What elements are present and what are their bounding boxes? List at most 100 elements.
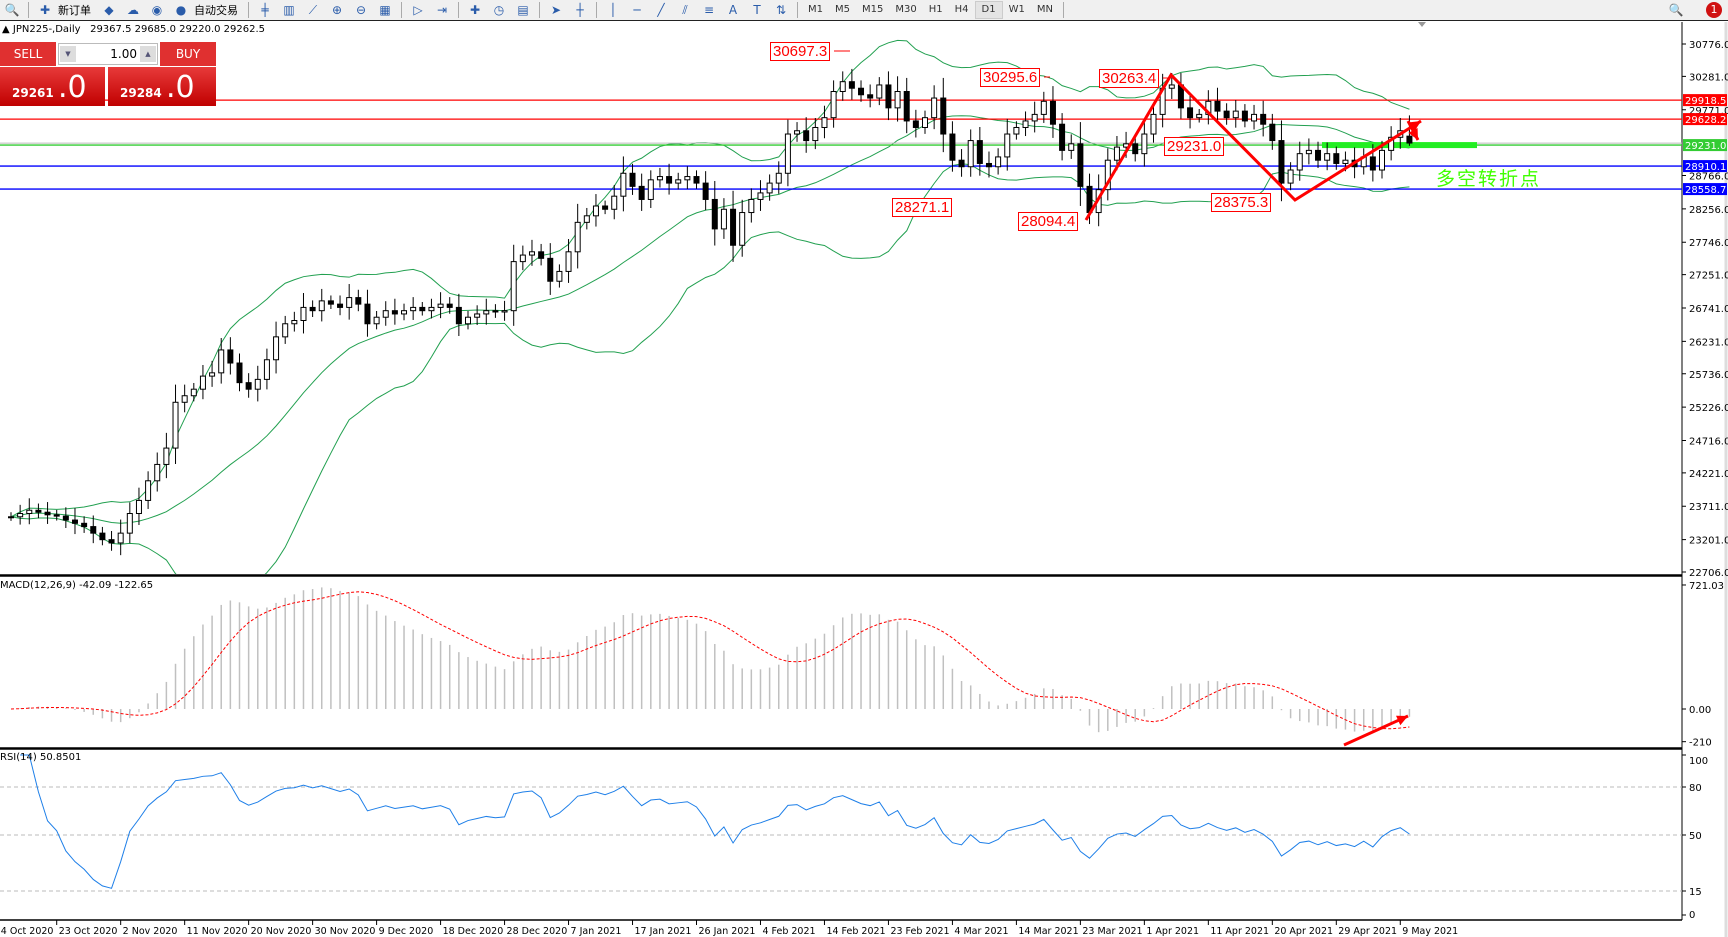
bull-candle <box>273 336 280 361</box>
timeframe-mn[interactable]: MN <box>1036 4 1053 15</box>
search-icon[interactable]: 🔍 <box>1668 3 1684 17</box>
tile-windows-icon[interactable]: ▦ <box>379 3 391 17</box>
new-order-icon[interactable]: ✚ <box>39 3 51 17</box>
timeframe-w1[interactable]: W1 <box>1008 4 1025 15</box>
timeframe-m5[interactable]: M5 <box>835 4 850 15</box>
bull-candle <box>1296 153 1303 171</box>
gold-icon[interactable]: ◆ <box>104 3 114 17</box>
bear-candle <box>1406 135 1413 144</box>
equidistant-channel-icon[interactable]: ⫽ <box>682 2 688 17</box>
signal-icon[interactable]: ◉ <box>151 3 163 17</box>
toolbar-separator <box>458 2 459 18</box>
templates-icon[interactable]: ▤ <box>517 3 529 17</box>
bull-candle <box>583 215 590 223</box>
time-tick-label: 9 May 2021 <box>1402 926 1458 937</box>
timeframe-m30[interactable]: M30 <box>895 4 917 15</box>
trendline-icon[interactable]: ╱ <box>657 3 665 17</box>
bull-candle <box>1141 133 1148 155</box>
trend-arrow-head <box>1409 121 1421 132</box>
bull-candle <box>254 378 261 390</box>
history-icon[interactable]: ☁ <box>127 3 139 17</box>
bull-candle <box>528 251 535 256</box>
cursor-icon[interactable]: ➤ <box>550 3 562 17</box>
sell-button[interactable]: SELL <box>0 42 56 66</box>
lot-input[interactable] <box>77 46 137 62</box>
lot-increase-button[interactable]: ▲ <box>140 46 156 62</box>
price-tick-label: 23201.0 <box>1689 536 1728 547</box>
text-label-icon[interactable]: T <box>753 3 761 17</box>
macd-arrow <box>1343 714 1409 747</box>
toolbar-separator <box>797 2 798 18</box>
indicators-icon[interactable]: ✚ <box>469 3 481 17</box>
zoom-chart-icon[interactable]: 🔍 <box>4 3 20 17</box>
auto-trading-icon[interactable]: ● <box>175 3 187 17</box>
price-annotation: 29231.0 <box>1164 137 1225 156</box>
timeframe-d1[interactable]: D1 <box>974 1 1003 19</box>
bull-candle <box>263 359 270 380</box>
bear-candle <box>35 509 42 513</box>
bear-candle <box>1369 156 1376 171</box>
bear-candle <box>1260 113 1267 125</box>
timeframe-m15[interactable]: M15 <box>862 4 884 15</box>
time-tick-label: 20 Apr 2021 <box>1274 926 1333 937</box>
bull-candle <box>794 130 801 135</box>
price-tick-label: 26741.0 <box>1689 304 1728 315</box>
crosshair-icon[interactable]: ┼ <box>576 3 584 17</box>
new-order-button[interactable]: 新订单 <box>58 4 91 17</box>
bar-chart-icon[interactable]: ╪ <box>261 3 269 17</box>
buy-button[interactable]: BUY <box>160 42 216 66</box>
bear-candle <box>602 205 609 210</box>
buy-price-button[interactable]: 29284 .0 <box>108 67 216 106</box>
vertical-line-icon[interactable]: │ <box>609 3 617 17</box>
text-icon[interactable]: A <box>728 3 738 17</box>
bull-candle <box>199 375 206 390</box>
bear-candle <box>1278 140 1285 184</box>
bear-candle <box>419 306 426 312</box>
bear-candle <box>355 297 362 305</box>
bull-candle <box>656 176 663 181</box>
level-price-tag <box>1683 160 1727 173</box>
bear-candle <box>245 382 252 390</box>
rsi-axis-label: 100 <box>1689 756 1708 767</box>
auto-trading-button[interactable]: 自动交易 <box>194 4 238 17</box>
bear-candle <box>1059 123 1066 151</box>
arrows-icon[interactable]: ⇅ <box>775 3 787 17</box>
bull-candle <box>17 513 24 518</box>
periods-icon[interactable]: ◷ <box>493 3 505 17</box>
bear-candle <box>867 94 874 99</box>
one-click-trading-panel: SELL ▼ ▲ BUY 29261 .0 29284 .0 <box>0 42 216 106</box>
horizontal-line-icon[interactable]: ─ <box>633 3 641 17</box>
zoom-in-icon[interactable]: ⊕ <box>331 3 343 17</box>
auto-scroll-icon[interactable]: ▷ <box>413 3 423 17</box>
bear-candle <box>108 539 115 544</box>
chart-ohlc: 29367.5 29685.0 29220.0 29262.5 <box>90 24 266 35</box>
time-tick-label: 11 Nov 2020 <box>187 926 248 937</box>
rsi-axis-label: 0 <box>1689 910 1695 921</box>
price-annotation: 30697.3 <box>770 42 831 61</box>
timeframe-m1[interactable]: M1 <box>808 4 823 15</box>
turning-point-note: 多空转折点 <box>1436 168 1542 190</box>
bull-candle <box>428 306 435 312</box>
fibonacci-icon[interactable]: ≡ <box>703 3 715 17</box>
bull-candle <box>611 195 618 210</box>
line-chart-icon[interactable]: ⟋ <box>308 2 318 17</box>
price-tick-label: 25226.0 <box>1689 403 1728 414</box>
triangle-icon: ▲ <box>2 24 10 35</box>
bull-candle <box>282 323 289 338</box>
timeframe-h1[interactable]: H1 <box>928 4 943 15</box>
chart-shift-icon[interactable]: ⇥ <box>436 3 448 17</box>
timeframe-h4[interactable]: H4 <box>954 4 969 15</box>
notification-badge[interactable]: 1 <box>1706 2 1722 18</box>
candlestick-icon[interactable]: ▥ <box>283 3 295 17</box>
level-price-label: 28910.1 <box>1685 162 1726 173</box>
price-tick-label: 27746.0 <box>1689 238 1728 249</box>
sell-price-button[interactable]: 29261 .0 <box>0 67 105 106</box>
price-annotation: 30263.4 <box>1099 69 1160 88</box>
zoom-out-icon[interactable]: ⊖ <box>355 3 367 17</box>
bear-candle <box>327 300 334 305</box>
bear-candle <box>803 130 810 142</box>
bull-candle <box>172 401 179 449</box>
lot-decrease-button[interactable]: ▼ <box>60 46 76 62</box>
bear-candle <box>44 511 51 516</box>
